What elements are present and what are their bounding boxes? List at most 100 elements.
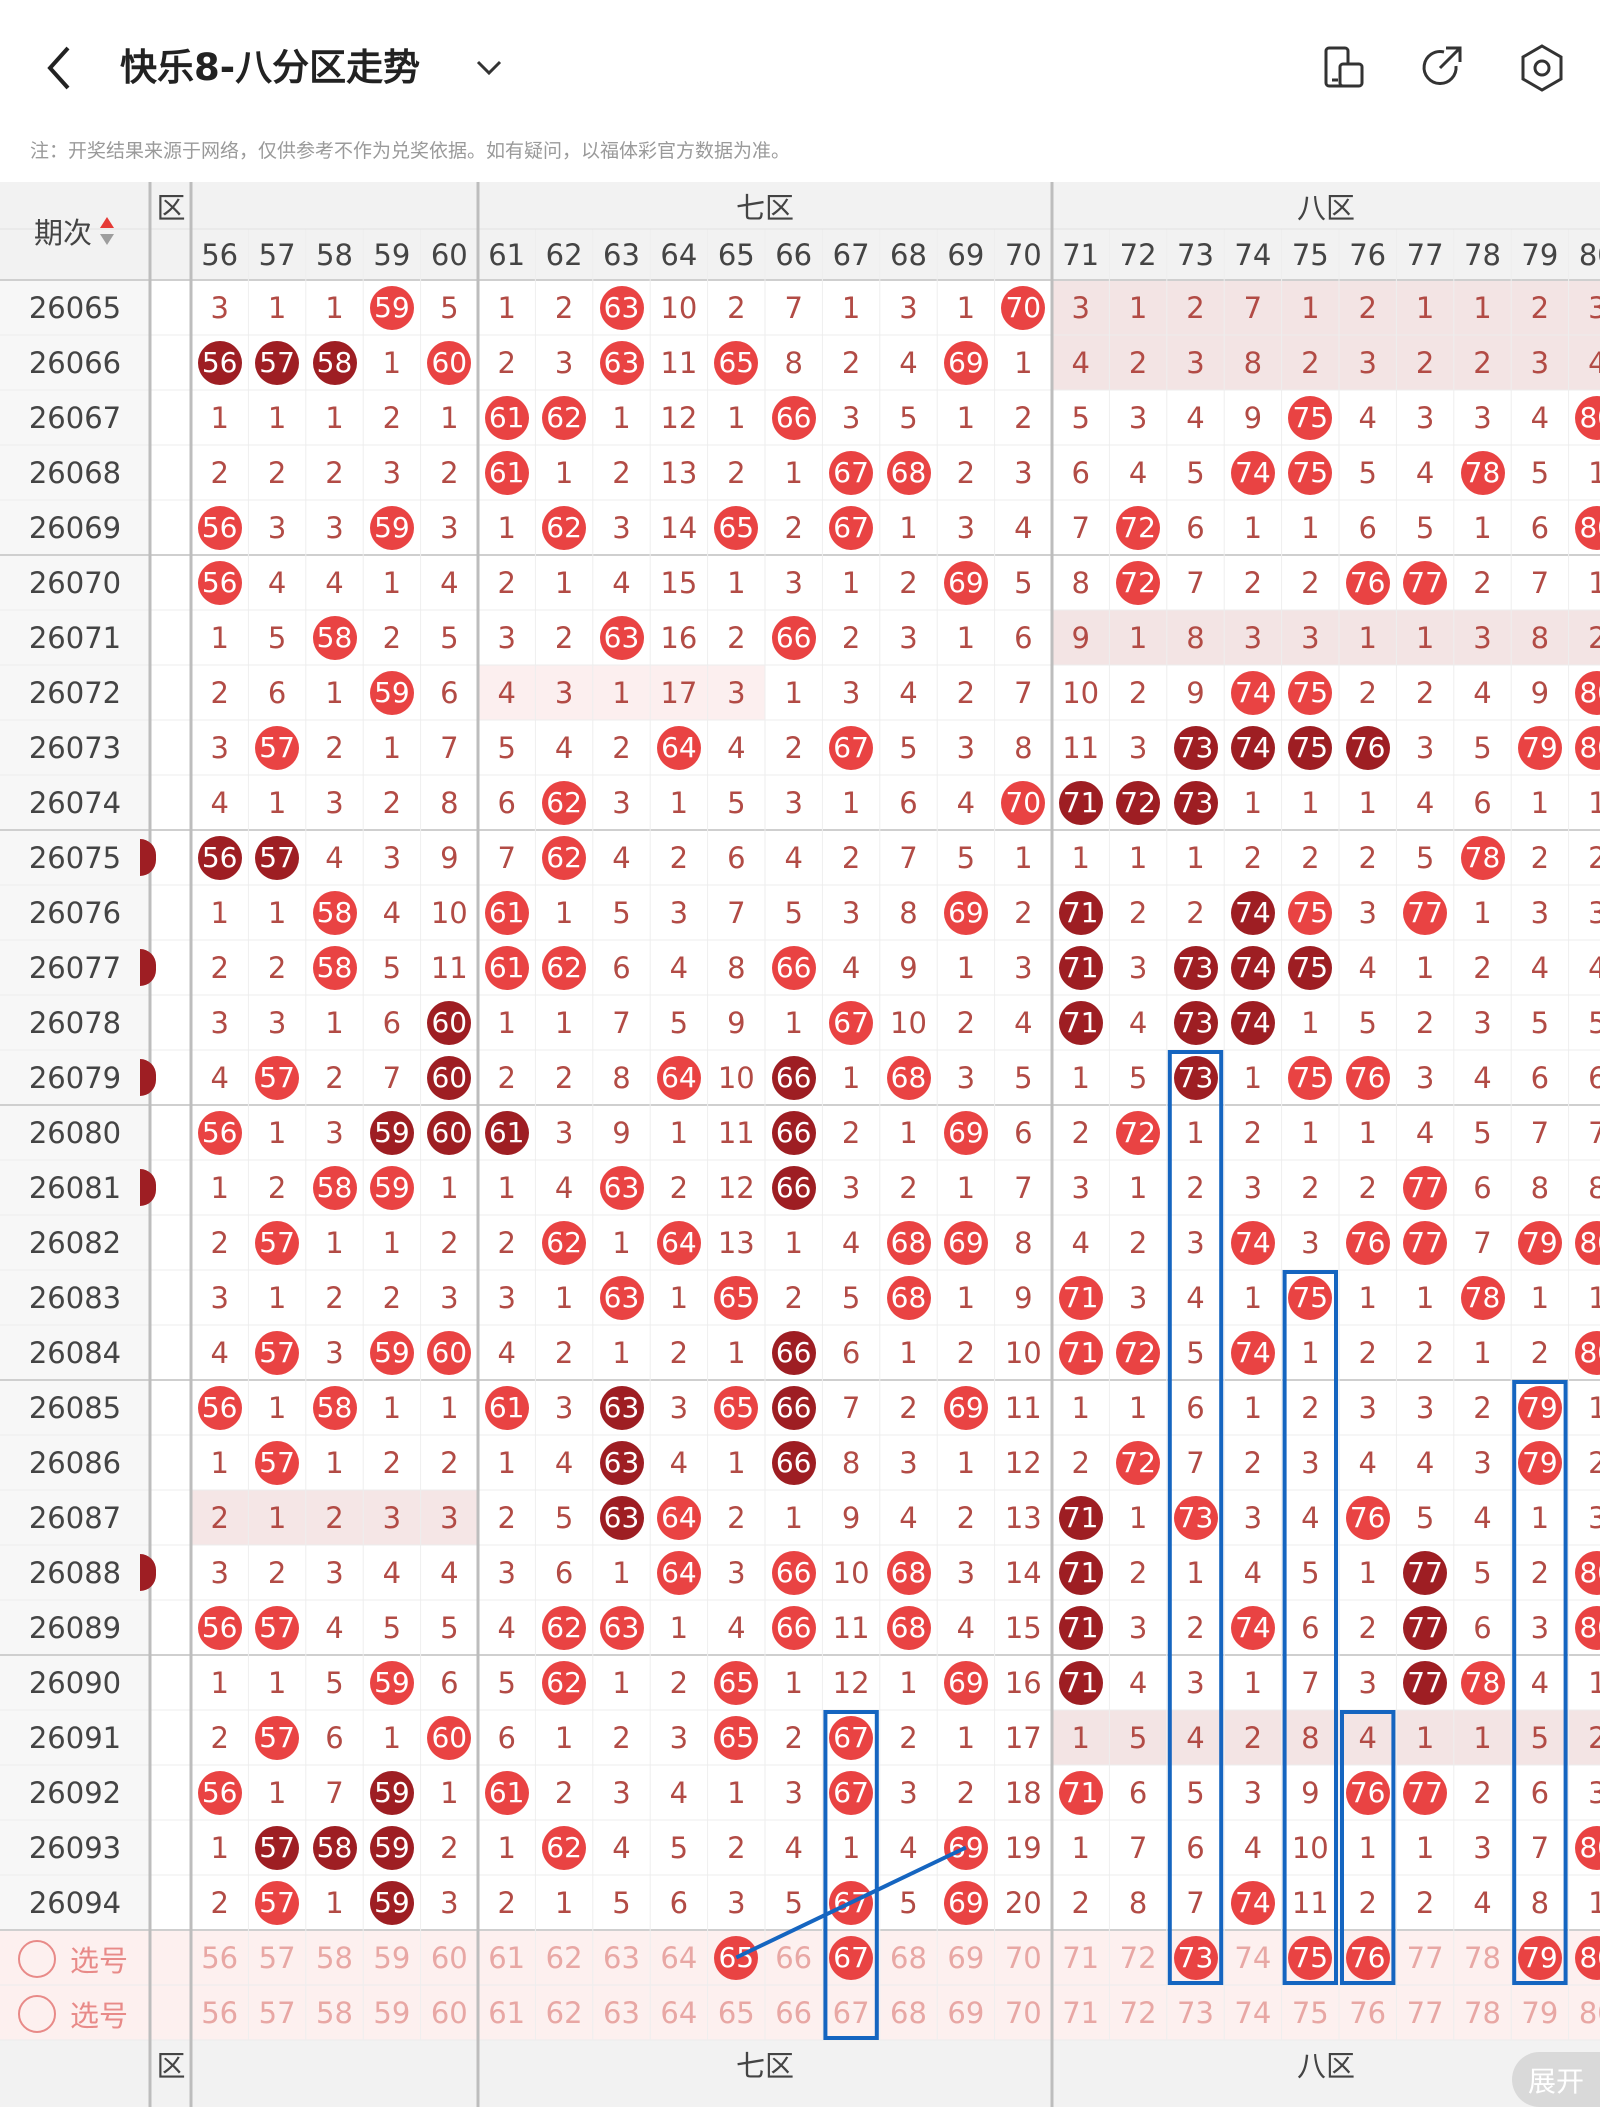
select-radio[interactable] <box>18 1995 56 2033</box>
drawn-number-ball[interactable]: 69 <box>943 1220 988 1265</box>
drawn-number-ball[interactable]: 79 <box>1517 1385 1562 1430</box>
drawn-number-ball[interactable]: 71 <box>1058 1605 1103 1650</box>
drawn-number-ball[interactable]: 71 <box>1058 945 1103 990</box>
drawn-number-ball[interactable]: 62 <box>542 505 587 550</box>
drawn-number-ball[interactable]: 61 <box>484 450 529 495</box>
pick-number[interactable]: 66 <box>775 1940 813 1975</box>
drawn-number-ball[interactable]: 71 <box>1058 1495 1103 1540</box>
drawn-number-ball[interactable]: 73 <box>1173 725 1218 770</box>
pick-number[interactable]: 69 <box>947 1940 985 1975</box>
pick-number[interactable]: 63 <box>603 1995 640 2030</box>
drawn-number-ball[interactable]: 80 <box>1575 505 1600 550</box>
page-title[interactable]: 快乐8-八分区走势 <box>120 46 421 89</box>
drawn-number-ball[interactable]: 71 <box>1058 1275 1103 1320</box>
pick-number[interactable]: 64 <box>660 1995 698 2030</box>
drawn-number-ball[interactable]: 76 <box>1345 725 1390 770</box>
drawn-number-ball[interactable]: 79 <box>1517 725 1562 770</box>
drawn-number-ball[interactable]: 66 <box>771 1440 816 1485</box>
drawn-number-ball[interactable]: 73 <box>1173 945 1218 990</box>
pick-number[interactable]: 57 <box>258 1995 296 2030</box>
drawn-number-ball[interactable]: 74 <box>1230 1220 1275 1265</box>
drawn-number-ball[interactable]: 72 <box>1116 560 1161 605</box>
drawn-number-ball[interactable]: 75 <box>1288 725 1333 770</box>
drawn-number-ball[interactable]: 63 <box>599 1385 644 1430</box>
drawn-number-ball[interactable]: 75 <box>1288 1275 1333 1320</box>
drawn-number-ball[interactable]: 79 <box>1517 1220 1562 1265</box>
pick-number[interactable]: 63 <box>603 1940 640 1975</box>
drawn-number-ball[interactable]: 69 <box>943 340 988 385</box>
drawn-number-ball[interactable]: 57 <box>255 835 300 880</box>
back-arrow-icon[interactable] <box>40 40 84 96</box>
drawn-number-ball[interactable]: 74 <box>1230 670 1275 715</box>
drawn-number-ball[interactable]: 77 <box>1403 1165 1448 1210</box>
drawn-number-ball[interactable]: 60 <box>427 1110 472 1155</box>
drawn-number-ball[interactable]: 80 <box>1575 1825 1600 1870</box>
pick-number[interactable]: 60 <box>430 1995 468 2030</box>
drawn-number-ball[interactable]: 57 <box>255 340 300 385</box>
drawn-number-ball[interactable]: 61 <box>484 945 529 990</box>
drawn-number-ball[interactable]: 63 <box>599 1495 644 1540</box>
pick-number[interactable]: 59 <box>373 1940 411 1975</box>
drawn-number-ball[interactable]: 59 <box>369 1110 414 1155</box>
drawn-number-ball[interactable]: 62 <box>542 1605 587 1650</box>
pick-number[interactable]: 64 <box>660 1940 698 1975</box>
drawn-number-ball[interactable]: 63 <box>599 1440 644 1485</box>
drawn-number-ball[interactable]: 75 <box>1288 395 1333 440</box>
drawn-number-ball[interactable]: 66 <box>771 945 816 990</box>
drawn-number-ball[interactable]: 58 <box>312 615 357 660</box>
drawn-number-ball[interactable]: 68 <box>886 1275 931 1320</box>
settings-icon[interactable] <box>1516 42 1568 94</box>
selected-number-ball[interactable]: 79 <box>1517 1935 1562 1980</box>
drawn-number-ball[interactable]: 61 <box>484 1110 529 1155</box>
pick-number[interactable]: 68 <box>890 1995 927 2030</box>
drawn-number-ball[interactable]: 71 <box>1058 1000 1103 1045</box>
drawn-number-ball[interactable]: 63 <box>599 1275 644 1320</box>
drawn-number-ball[interactable]: 67 <box>829 450 874 495</box>
drawn-number-ball[interactable]: 80 <box>1575 1330 1600 1375</box>
chevron-down-icon[interactable] <box>472 52 506 82</box>
drawn-number-ball[interactable]: 62 <box>542 780 587 825</box>
drawn-number-ball[interactable]: 69 <box>943 560 988 605</box>
drawn-number-ball[interactable]: 59 <box>369 1880 414 1925</box>
drawn-number-ball[interactable]: 76 <box>1345 1220 1390 1265</box>
drawn-number-ball[interactable]: 80 <box>1575 670 1600 715</box>
drawn-number-ball[interactable]: 62 <box>542 395 587 440</box>
drawn-number-ball[interactable]: 80 <box>1575 1550 1600 1595</box>
pick-number[interactable]: 61 <box>488 1995 526 2030</box>
pick-number[interactable]: 77 <box>1406 1940 1444 1975</box>
drawn-number-ball[interactable]: 59 <box>369 505 414 550</box>
drawn-number-ball[interactable]: 63 <box>599 1165 644 1210</box>
pick-number[interactable]: 65 <box>717 1995 755 2030</box>
selected-number-ball[interactable]: 80 <box>1575 1935 1600 1980</box>
pick-number[interactable]: 58 <box>316 1940 353 1975</box>
drawn-number-ball[interactable]: 74 <box>1230 1880 1275 1925</box>
drawn-number-ball[interactable]: 76 <box>1345 1770 1390 1815</box>
drawn-number-ball[interactable]: 62 <box>542 835 587 880</box>
pick-number[interactable]: 70 <box>1004 1995 1042 2030</box>
drawn-number-ball[interactable]: 74 <box>1230 1330 1275 1375</box>
drawn-number-ball[interactable]: 64 <box>656 1055 701 1100</box>
pick-number[interactable]: 72 <box>1119 1995 1157 2030</box>
drawn-number-ball[interactable]: 68 <box>886 450 931 495</box>
drawn-number-ball[interactable]: 59 <box>369 1660 414 1705</box>
drawn-number-ball[interactable]: 76 <box>1345 1495 1390 1540</box>
drawn-number-ball[interactable]: 61 <box>484 395 529 440</box>
drawn-number-ball[interactable]: 56 <box>197 1110 242 1155</box>
drawn-number-ball[interactable]: 66 <box>771 1550 816 1595</box>
drawn-number-ball[interactable]: 62 <box>542 945 587 990</box>
drawn-number-ball[interactable]: 59 <box>369 1770 414 1815</box>
drawn-number-ball[interactable]: 77 <box>1403 1220 1448 1265</box>
drawn-number-ball[interactable]: 76 <box>1345 1055 1390 1100</box>
drawn-number-ball[interactable]: 72 <box>1116 505 1161 550</box>
drawn-number-ball[interactable]: 57 <box>255 725 300 770</box>
select-radio[interactable] <box>18 1940 56 1978</box>
pick-number[interactable]: 60 <box>430 1940 468 1975</box>
sort-arrows-icon[interactable] <box>98 214 116 248</box>
pick-number[interactable]: 78 <box>1464 1995 1501 2030</box>
drawn-number-ball[interactable]: 71 <box>1058 1550 1103 1595</box>
drawn-number-ball[interactable]: 77 <box>1403 560 1448 605</box>
pick-number[interactable]: 62 <box>545 1940 583 1975</box>
drawn-number-ball[interactable]: 60 <box>427 1055 472 1100</box>
selected-number-ball[interactable]: 75 <box>1288 1935 1333 1980</box>
drawn-number-ball[interactable]: 61 <box>484 1385 529 1430</box>
